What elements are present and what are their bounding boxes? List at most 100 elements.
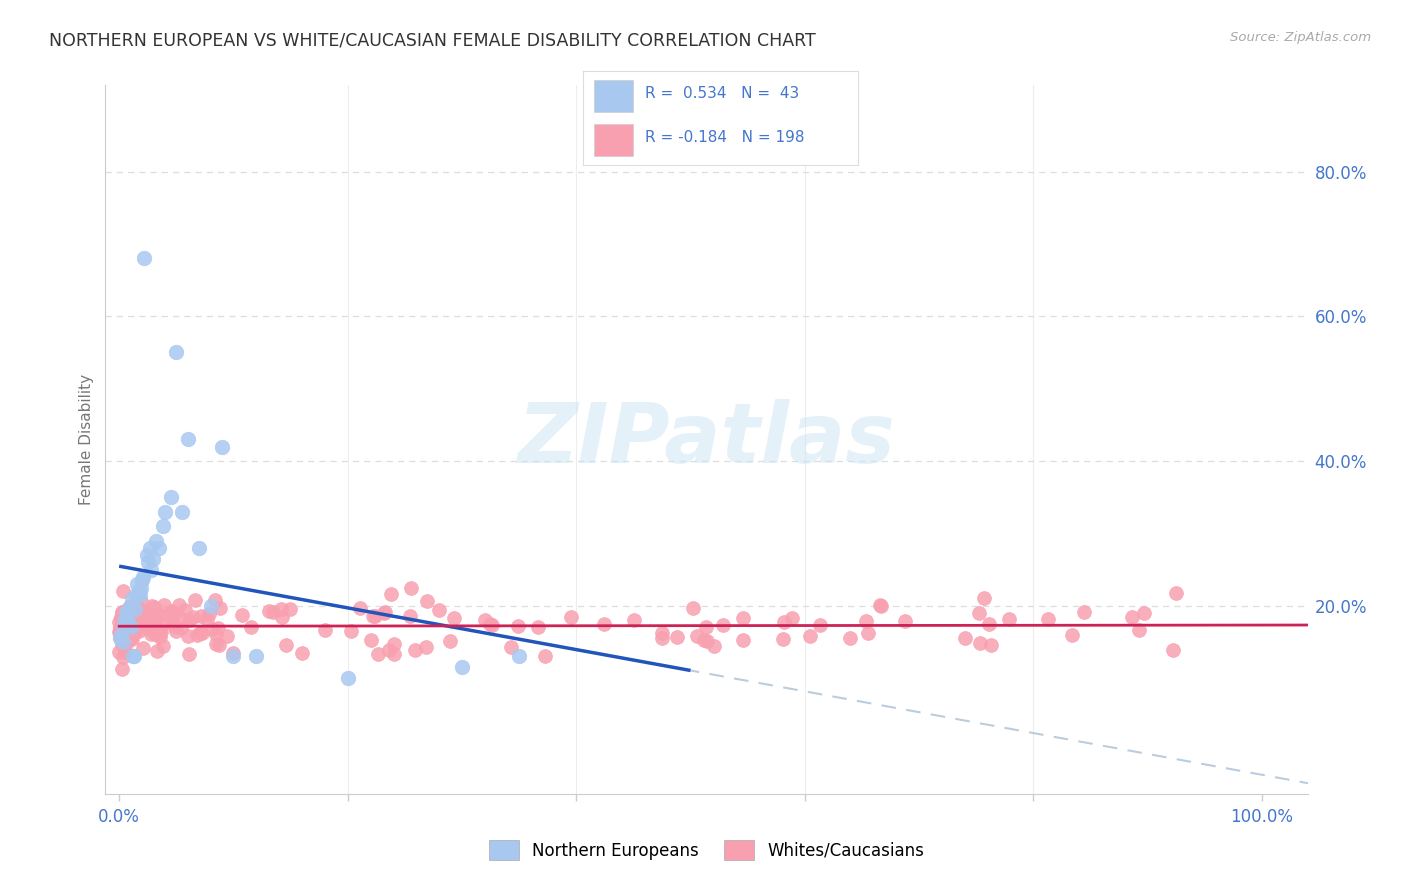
Point: [262, 605, 284, 619]
Point: [980, 638, 1002, 652]
Point: [120, 626, 142, 640]
Point: [404, 642, 426, 657]
Point: [115, 609, 138, 624]
Point: [112, 630, 135, 644]
Point: [997, 612, 1019, 626]
Point: [201, 623, 224, 637]
Point: [120, 599, 142, 613]
Point: [110, 610, 132, 624]
Point: [869, 599, 891, 613]
Point: [179, 647, 201, 661]
Point: [382, 647, 405, 661]
Point: [382, 636, 405, 650]
Point: [111, 639, 134, 653]
Point: [270, 602, 292, 616]
Point: [361, 609, 384, 624]
Point: [146, 607, 169, 622]
Point: [415, 640, 437, 654]
Point: [117, 602, 139, 616]
Point: [188, 625, 211, 640]
Point: [399, 582, 422, 596]
Point: [165, 624, 187, 638]
Point: [222, 649, 245, 664]
Point: [592, 616, 614, 631]
Point: [122, 607, 145, 622]
Point: [145, 623, 167, 637]
Point: [508, 619, 530, 633]
Point: [136, 620, 159, 634]
Point: [200, 599, 222, 613]
FancyBboxPatch shape: [595, 124, 633, 156]
Point: [179, 613, 201, 627]
Point: [474, 614, 496, 628]
Point: [399, 609, 422, 624]
Point: [527, 620, 550, 634]
Point: [731, 611, 754, 625]
Point: [443, 611, 465, 625]
Point: [112, 634, 135, 648]
Point: [108, 621, 131, 635]
Point: [122, 611, 145, 625]
Text: NORTHERN EUROPEAN VS WHITE/CAUCASIAN FEMALE DISABILITY CORRELATION CHART: NORTHERN EUROPEAN VS WHITE/CAUCASIAN FEM…: [49, 31, 815, 49]
Point: [205, 637, 228, 651]
Point: [181, 610, 204, 624]
Point: [195, 612, 218, 626]
Point: [121, 591, 143, 606]
Point: [280, 602, 302, 616]
Point: [112, 615, 135, 630]
Point: [132, 640, 155, 655]
Point: [111, 606, 134, 620]
Point: [682, 600, 704, 615]
Point: [112, 607, 135, 622]
Point: [190, 608, 212, 623]
Point: [149, 624, 172, 639]
Point: [240, 619, 263, 633]
Point: [666, 631, 689, 645]
Point: [1128, 623, 1150, 637]
Point: [131, 616, 153, 631]
Point: [120, 622, 142, 636]
Point: [731, 633, 754, 648]
Point: [114, 620, 136, 634]
Point: [1164, 586, 1187, 600]
Point: [969, 636, 991, 650]
Point: [134, 610, 156, 624]
Point: [110, 611, 132, 625]
Point: [703, 639, 725, 653]
Point: [146, 643, 169, 657]
Point: [1073, 605, 1095, 619]
Text: R = -0.184   N = 198: R = -0.184 N = 198: [645, 130, 804, 145]
Point: [112, 624, 135, 638]
Point: [153, 598, 176, 612]
Point: [118, 616, 141, 631]
Point: [772, 632, 794, 647]
Point: [973, 591, 995, 605]
Point: [120, 620, 142, 634]
Point: [129, 581, 152, 595]
Point: [172, 612, 194, 626]
Point: [686, 629, 709, 643]
Point: [205, 627, 228, 641]
Point: [869, 598, 891, 612]
Point: [1132, 606, 1154, 620]
Point: [170, 505, 193, 519]
Point: [257, 604, 280, 618]
Point: [148, 541, 170, 555]
Point: [138, 623, 160, 637]
Point: [159, 490, 181, 504]
Point: [139, 627, 162, 641]
Point: [693, 633, 716, 648]
Point: [145, 533, 167, 548]
Point: [153, 505, 176, 519]
Point: [373, 605, 395, 619]
Point: [136, 555, 159, 569]
Point: [115, 606, 138, 620]
Point: [651, 626, 673, 640]
Point: [121, 632, 143, 646]
Point: [128, 584, 150, 599]
Point: [373, 606, 395, 620]
Point: [198, 607, 221, 621]
Point: [115, 612, 138, 626]
Point: [118, 615, 141, 630]
Point: [141, 599, 163, 614]
